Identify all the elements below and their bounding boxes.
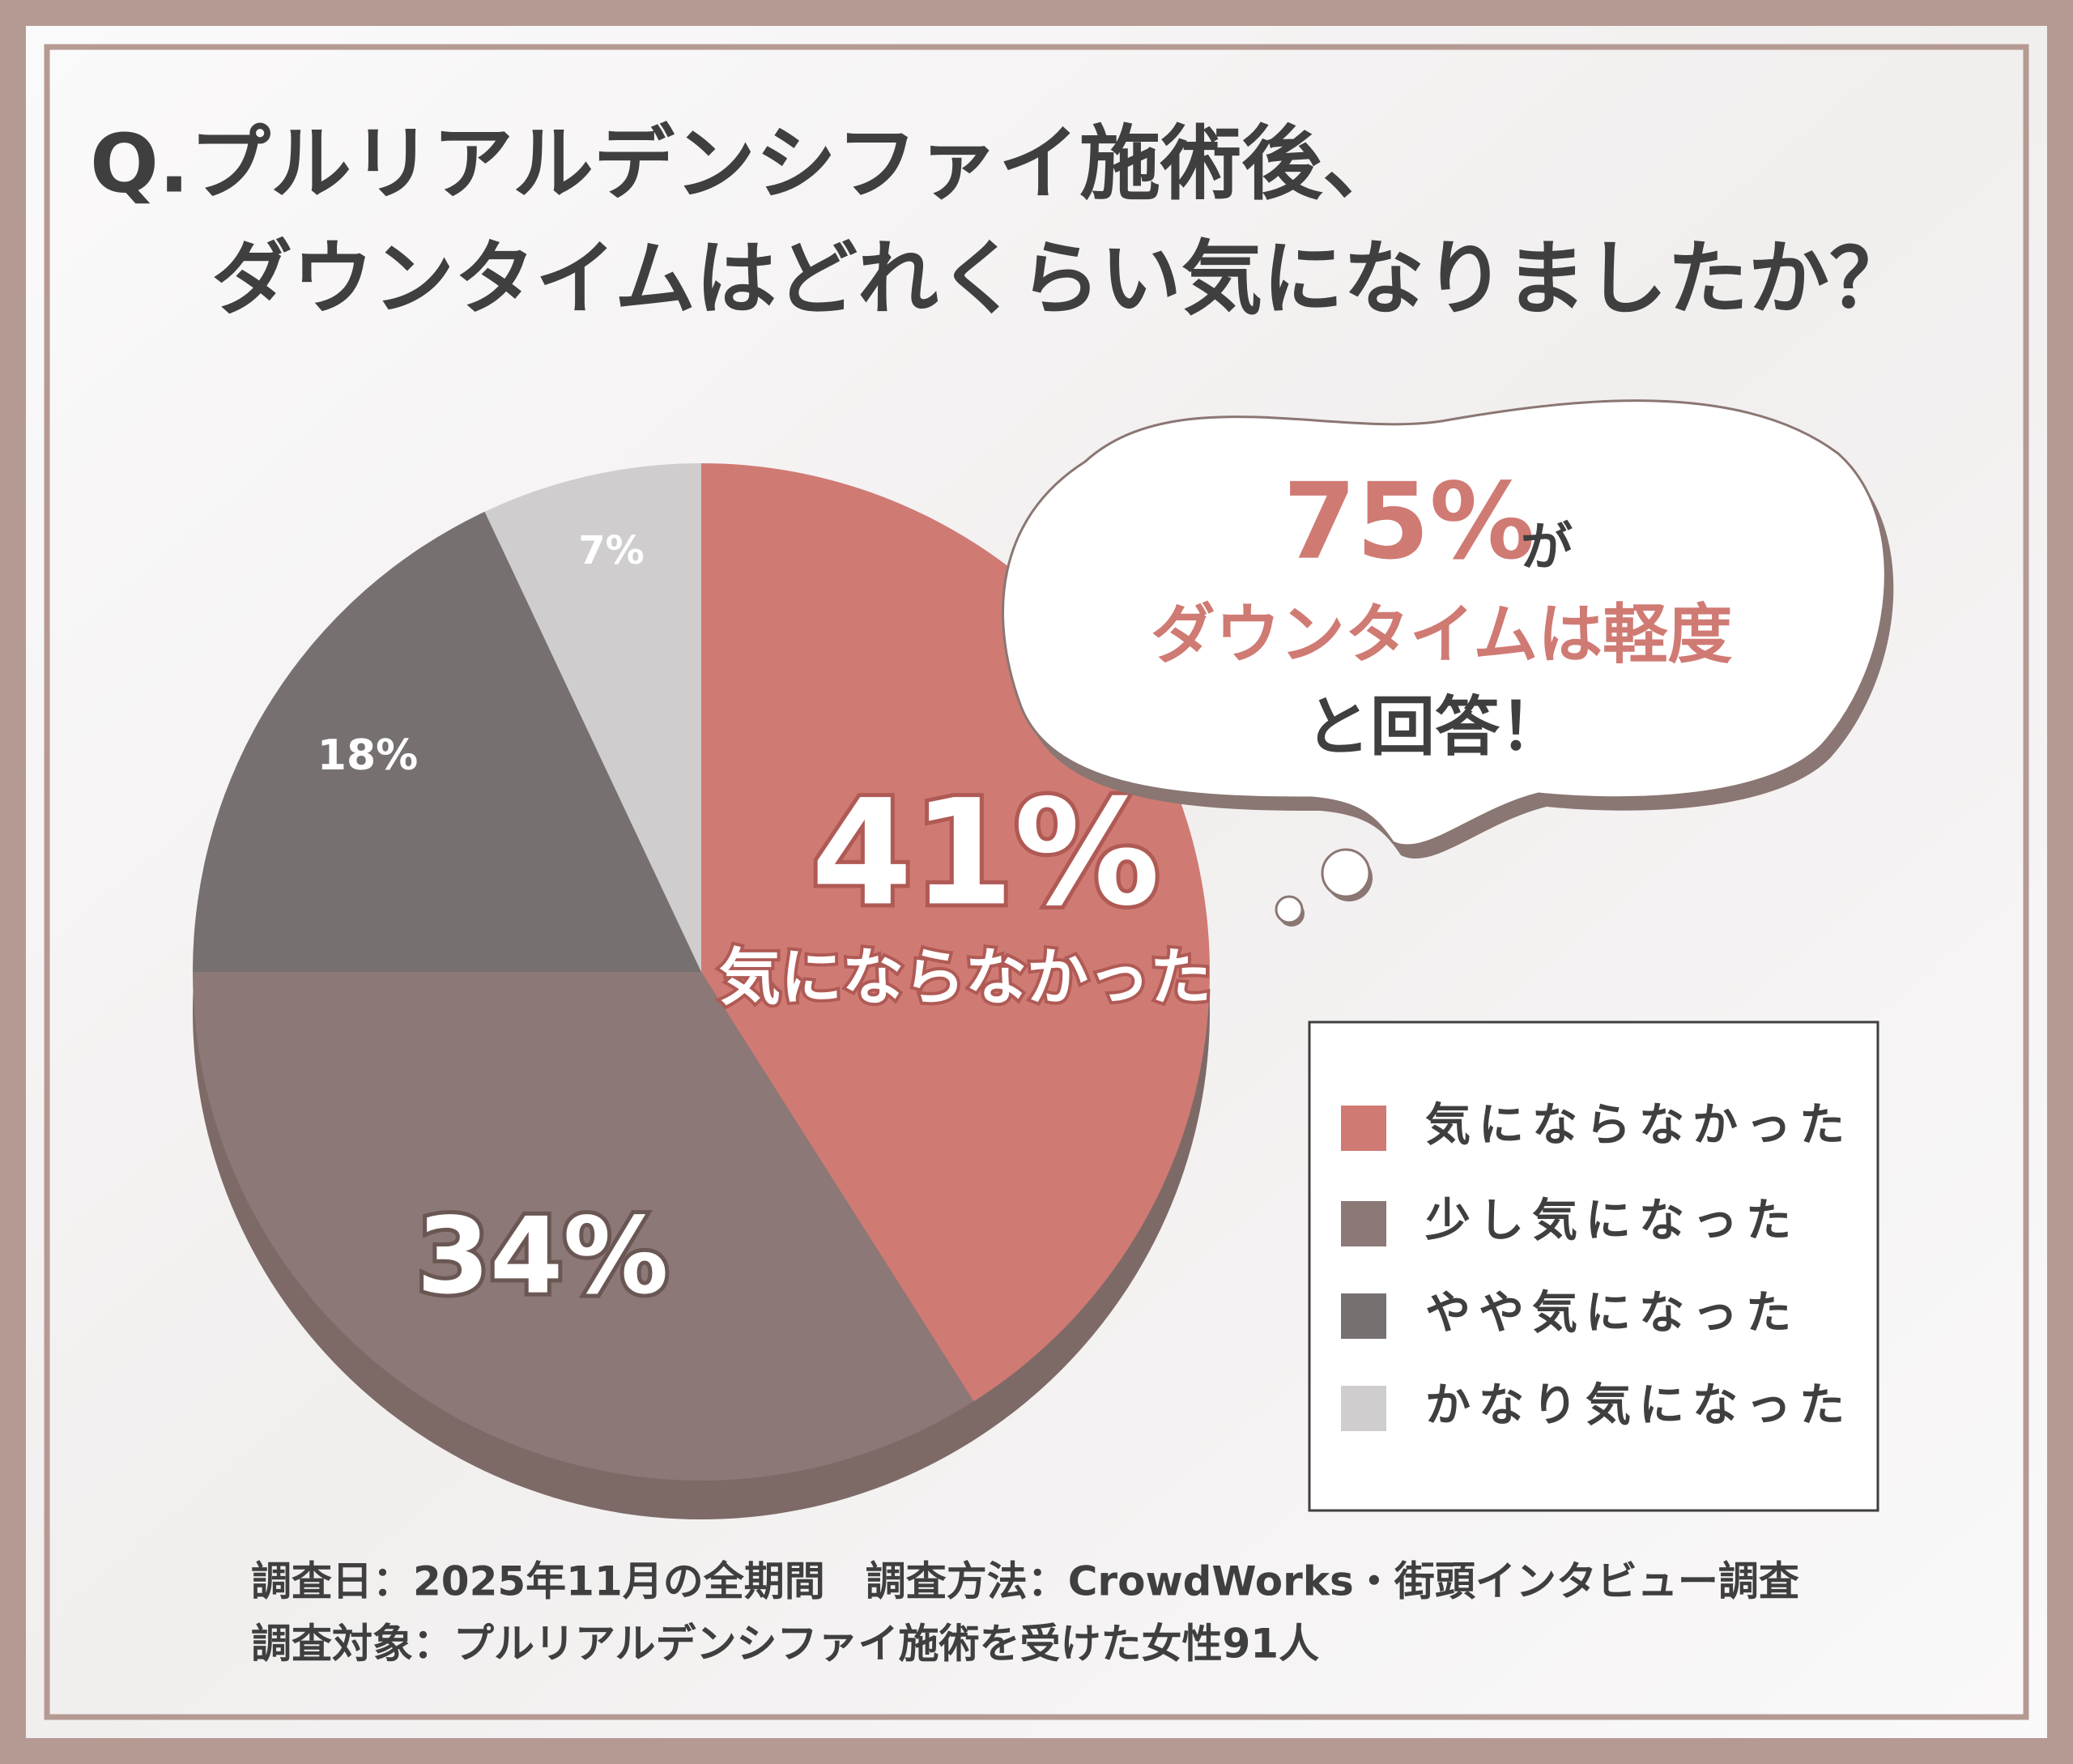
- callout-text: ダウンタイムは軽度: [1151, 597, 1732, 672]
- thought-dot: [1321, 848, 1371, 898]
- callout-bubble: [1002, 399, 1887, 847]
- legend-swatch: [1341, 1106, 1386, 1151]
- title-line: ダウンタイムはどれくらい気になりましたか？: [211, 231, 1910, 326]
- legend-swatch: [1341, 1293, 1386, 1339]
- data-label-category: 気にならなかった: [719, 941, 1211, 1013]
- data-label: 34%: [416, 1195, 668, 1318]
- pie: 41% 34% 18% 7% 気にならなかった: [193, 463, 1215, 1519]
- legend: [1308, 1020, 1879, 1512]
- data-label: 18%: [317, 731, 418, 780]
- legend-label: 少し気になった: [1425, 1195, 1799, 1247]
- callout-text: と回答！: [1305, 689, 1564, 765]
- pie-slice: [193, 972, 974, 1481]
- note: 調査対象：プルリアルデンシファイ施術を受けた女性91人: [251, 1621, 1319, 1668]
- data-label: 41%: [811, 769, 1160, 938]
- legend-label: 気にならなかった: [1425, 1099, 1853, 1152]
- legend-label: かなり気になった: [1425, 1379, 1853, 1432]
- inner-border: [44, 44, 2029, 1720]
- callout-highlight: 75%: [1283, 460, 1535, 583]
- legend-label: やや気になった: [1425, 1287, 1799, 1340]
- pie-slice: [193, 511, 701, 972]
- title-line: Q.プルリアルデンシファイ施術後、: [90, 116, 1403, 211]
- note: 調査日：2025年11月の全期間 調査方法：CrowdWorks・街頭インタビュ…: [251, 1558, 1799, 1605]
- legend-swatch: [1341, 1386, 1386, 1431]
- data-label: 7%: [578, 528, 645, 573]
- callout-text: が: [1521, 518, 1573, 578]
- legend-swatch: [1341, 1201, 1386, 1246]
- pie-slice: [484, 463, 701, 972]
- thought-dot: [1275, 895, 1304, 924]
